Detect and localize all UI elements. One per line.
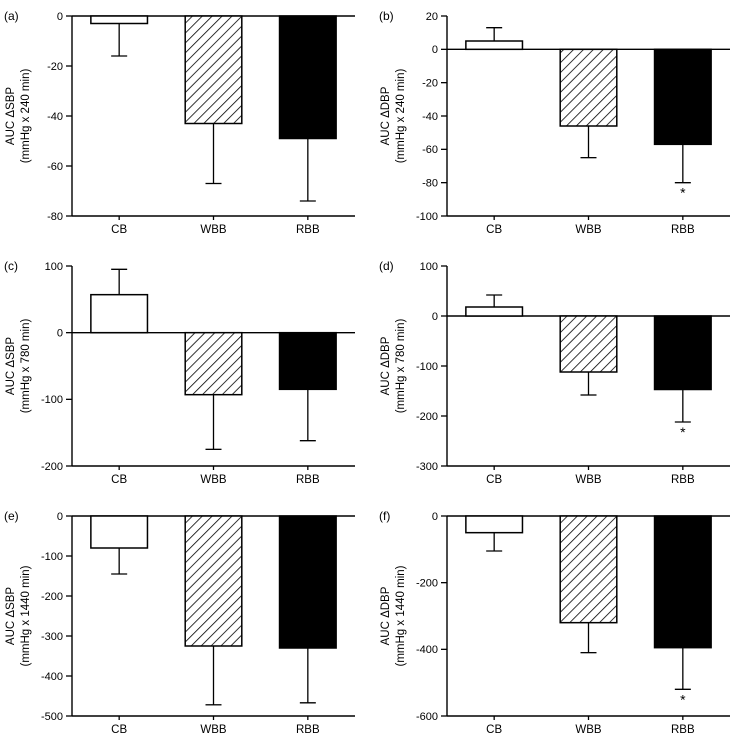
panel-a: 0 -20 -40 -60 -80 CB WBB RBB (a) AUC ΔSBP (mmHg x … — [0, 0, 375, 250]
svg-text:(mmHg x 780 min): (mmHg x 780 min) — [20, 319, 32, 414]
svg-text:0: 0 — [432, 511, 438, 523]
svg-text:*: * — [680, 185, 686, 201]
svg-text:(mmHg x 1440 min): (mmHg x 1440 min) — [20, 565, 32, 666]
svg-text:RBB: RBB — [296, 724, 320, 736]
svg-text:AUC ΔSBP: AUC ΔSBP — [5, 337, 17, 395]
svg-text:CB: CB — [111, 724, 127, 736]
svg-text:AUC ΔSBP: AUC ΔSBP — [5, 87, 17, 145]
svg-text:WBB: WBB — [575, 724, 602, 736]
svg-text:(d): (d) — [379, 259, 394, 273]
svg-text:-60: -60 — [422, 144, 438, 156]
svg-text:-20: -20 — [47, 61, 63, 73]
svg-text:-100: -100 — [41, 551, 63, 563]
svg-text:WBB: WBB — [575, 474, 602, 486]
svg-text:-20: -20 — [422, 77, 438, 89]
chart-svg-a: 0 -20 -40 -60 -80 CB WBB RBB (a) AUC ΔSBP (mmHg x … — [4, 9, 355, 236]
svg-text:-200: -200 — [416, 411, 438, 423]
svg-text:-100: -100 — [416, 211, 438, 223]
svg-text:-200: -200 — [41, 461, 63, 473]
svg-text:-500: -500 — [41, 711, 63, 723]
svg-text:RBB: RBB — [671, 474, 695, 486]
svg-text:AUC ΔDBP: AUC ΔDBP — [380, 586, 392, 645]
svg-text:(a): (a) — [4, 9, 19, 23]
svg-text:AUC ΔDBP: AUC ΔDBP — [380, 86, 392, 145]
chart-svg-b: 20 0 -20 -40 -60 -80 -100 CB WBB RBB * (b) AUC ΔDBP(… — [379, 9, 730, 236]
svg-text:-60: -60 — [47, 161, 63, 173]
svg-text:RBB: RBB — [671, 724, 695, 736]
svg-text:WBB: WBB — [200, 224, 227, 236]
svg-text:-100: -100 — [416, 361, 438, 373]
svg-text:*: * — [680, 691, 686, 707]
svg-text:(e): (e) — [4, 509, 19, 523]
svg-text:(f): (f) — [379, 509, 390, 523]
chart-svg-f: 0 -200 -400 -600 CB WBB RBB * (f) AUC ΔDBP (mmHg x… — [379, 509, 730, 736]
svg-text:20: 20 — [426, 11, 438, 23]
svg-text:0: 0 — [57, 511, 63, 523]
svg-text:RBB: RBB — [671, 224, 695, 236]
chart-svg-e: 0 -100 -200 -300 -400 -500 CB WBB RBB (e) AUC ΔSBP… — [4, 509, 355, 736]
svg-text:-400: -400 — [41, 671, 63, 683]
svg-text:0: 0 — [57, 11, 63, 23]
svg-text:0: 0 — [432, 44, 438, 56]
svg-text:CB: CB — [486, 224, 502, 236]
panel-f: 0 -200 -400 -600 CB WBB RBB * (f) AUC ΔDBP (mmHg x… — [375, 500, 750, 750]
svg-text:-80: -80 — [422, 177, 438, 189]
svg-text:(mmHg x 1440 min): (mmHg x 1440 min) — [395, 565, 407, 666]
svg-text:AUC ΔDBP: AUC ΔDBP — [380, 336, 392, 395]
svg-text:-400: -400 — [416, 644, 438, 656]
svg-text:*: * — [680, 424, 686, 440]
svg-text:0: 0 — [57, 327, 63, 339]
svg-text:CB: CB — [486, 724, 502, 736]
panel-c: 100 0 -100 -200 CB WBB RBB (c) AUC ΔSBP (mmHg x 7… — [0, 250, 375, 500]
svg-text:-200: -200 — [416, 577, 438, 589]
panel-b: 20 0 -20 -40 -60 -80 -100 CB WBB RBB * (b) AUC ΔDBP(… — [375, 0, 750, 250]
chart-svg-d: 100 0 -100 -200 -300 CB WBB RBB * (d) AUC ΔDBP (mmH… — [379, 259, 730, 486]
svg-text:CB: CB — [486, 474, 502, 486]
svg-text:-80: -80 — [47, 211, 63, 223]
svg-text:-200: -200 — [41, 591, 63, 603]
svg-text:(mmHg x 240 min): (mmHg x 240 min) — [395, 69, 407, 164]
svg-text:-40: -40 — [47, 111, 63, 123]
panel-d: 100 0 -100 -200 -300 CB WBB RBB * (d) AUC ΔDBP (mmH… — [375, 250, 750, 500]
svg-text:(b): (b) — [379, 9, 394, 23]
svg-text:RBB: RBB — [296, 224, 320, 236]
svg-text:WBB: WBB — [575, 224, 602, 236]
svg-text:(mmHg x 780 min): (mmHg x 780 min) — [395, 319, 407, 414]
svg-text:WBB: WBB — [200, 724, 227, 736]
svg-text:(mmHg x 240 min): (mmHg x 240 min) — [20, 69, 32, 164]
svg-text:0: 0 — [432, 311, 438, 323]
svg-text:100: 100 — [420, 261, 438, 273]
svg-text:RBB: RBB — [296, 474, 320, 486]
svg-text:CB: CB — [111, 224, 127, 236]
chart-svg-c: 100 0 -100 -200 CB WBB RBB (c) AUC ΔSBP (mmHg x 7… — [4, 259, 355, 486]
svg-text:WBB: WBB — [200, 474, 227, 486]
svg-text:AUC ΔSBP: AUC ΔSBP — [5, 587, 17, 645]
svg-text:-100: -100 — [41, 394, 63, 406]
panel-e: 0 -100 -200 -300 -400 -500 CB WBB RBB (e) AUC ΔSBP… — [0, 500, 375, 750]
svg-text:-300: -300 — [41, 631, 63, 643]
svg-text:-300: -300 — [416, 461, 438, 473]
svg-text:(c): (c) — [4, 259, 18, 273]
svg-text:-600: -600 — [416, 711, 438, 723]
svg-text:CB: CB — [111, 474, 127, 486]
svg-text:-40: -40 — [422, 111, 438, 123]
svg-text:100: 100 — [45, 261, 63, 273]
